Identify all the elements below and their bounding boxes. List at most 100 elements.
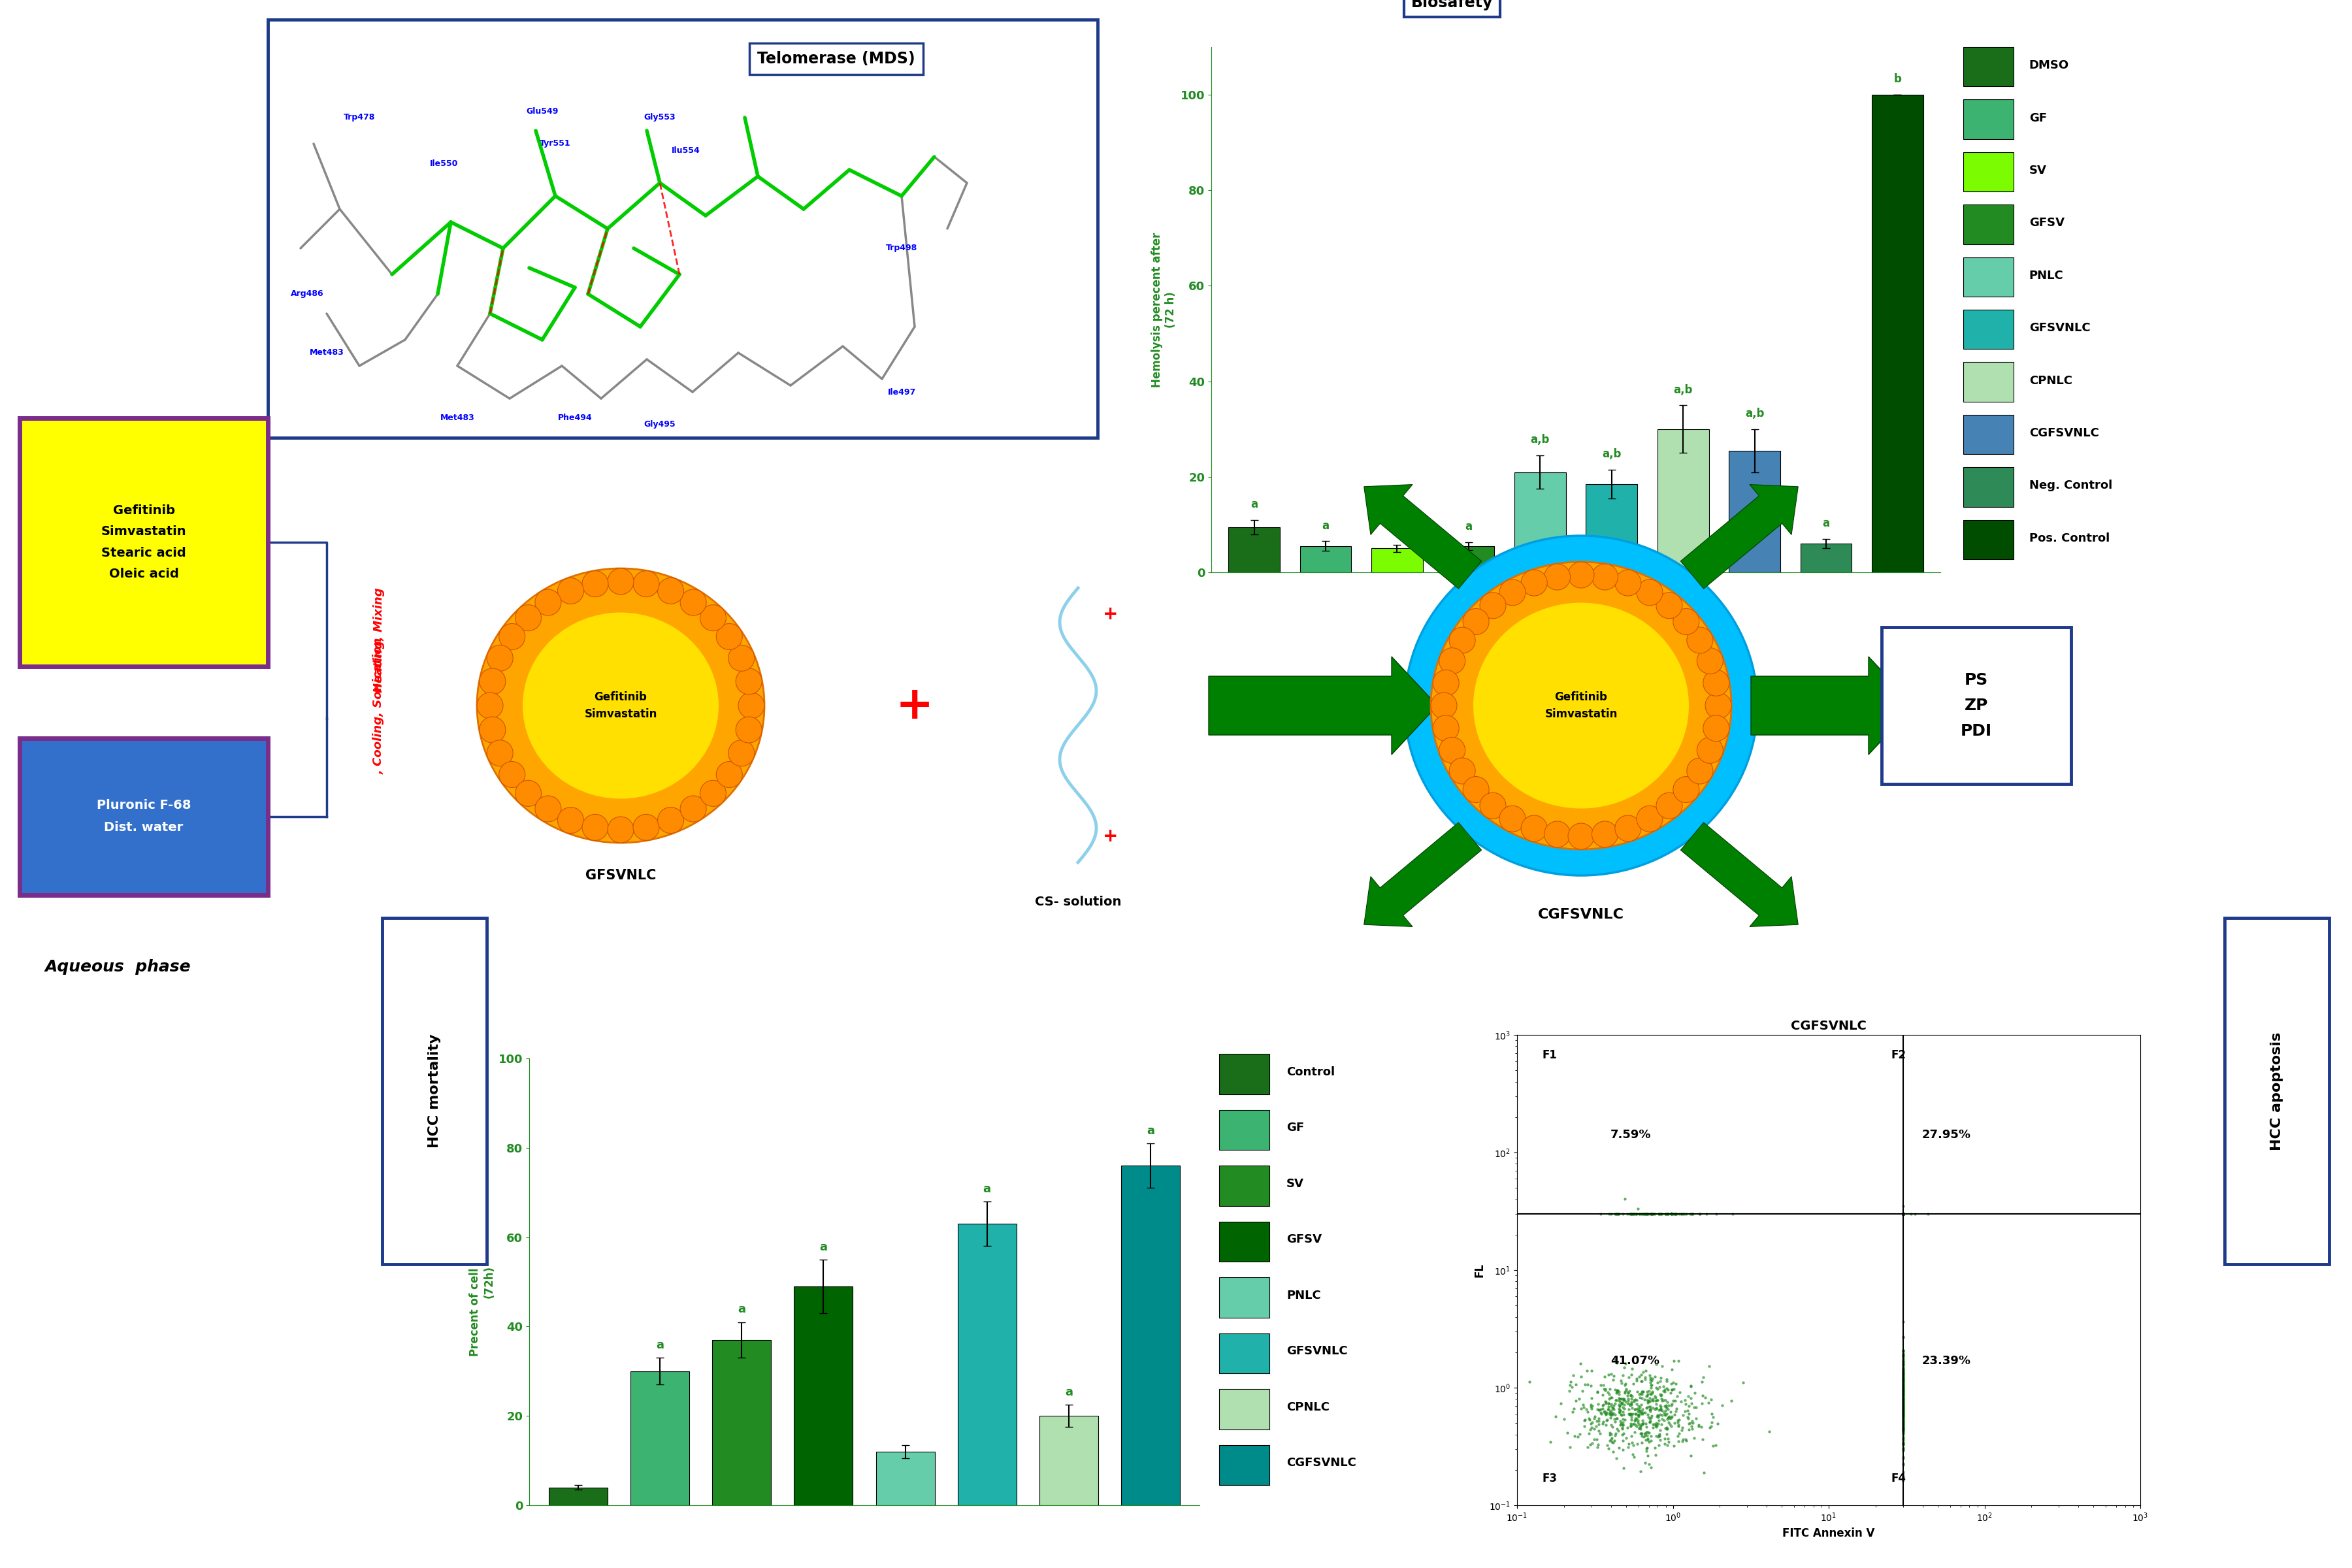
Point [1602, 1369, 1639, 1394]
Point [1884, 1201, 1922, 1226]
Point [1884, 1201, 1922, 1226]
Point [1884, 1201, 1922, 1226]
Point [1884, 1383, 1922, 1408]
Point [1588, 1406, 1625, 1432]
Point [1884, 1201, 1922, 1226]
Point [1884, 1201, 1922, 1226]
Point [1618, 1391, 1656, 1416]
Point [1609, 1435, 1646, 1460]
Circle shape [1432, 670, 1458, 696]
Point [1625, 1424, 1663, 1449]
Point [1672, 1386, 1710, 1411]
Point [1884, 1201, 1922, 1226]
Point [1884, 1201, 1922, 1226]
Point [1884, 1201, 1922, 1226]
Circle shape [480, 668, 506, 695]
Point [1571, 1392, 1609, 1417]
Point [1884, 1430, 1922, 1455]
Point [1597, 1201, 1635, 1226]
Point [1599, 1201, 1637, 1226]
Point [1884, 1201, 1922, 1226]
Bar [713, 1341, 771, 1505]
Point [1672, 1414, 1710, 1439]
Point [1884, 1201, 1922, 1226]
FancyArrow shape [1750, 657, 1915, 754]
Point [1576, 1427, 1613, 1452]
Point [1884, 1396, 1922, 1421]
Point [1884, 1201, 1922, 1226]
Point [1637, 1364, 1675, 1389]
Point [1628, 1419, 1665, 1444]
Point [1884, 1399, 1922, 1424]
Point [1632, 1455, 1670, 1480]
Point [1884, 1419, 1922, 1444]
Point [1583, 1396, 1621, 1421]
Point [1884, 1400, 1922, 1425]
Point [1592, 1399, 1630, 1424]
Point [1884, 1201, 1922, 1226]
Point [1658, 1396, 1696, 1421]
Point [1653, 1377, 1691, 1402]
Point [1592, 1422, 1630, 1447]
Point [1884, 1201, 1922, 1226]
Point [1884, 1364, 1922, 1389]
Point [1884, 1201, 1922, 1226]
Point [1621, 1364, 1658, 1389]
Point [1884, 1201, 1922, 1226]
Point [1597, 1402, 1635, 1427]
Circle shape [1656, 593, 1682, 618]
Point [1884, 1201, 1922, 1226]
Point [1639, 1422, 1677, 1447]
Text: Gefitinib
Simvastatin: Gefitinib Simvastatin [583, 691, 656, 720]
Point [1599, 1378, 1637, 1403]
Bar [1964, 99, 2013, 140]
Point [1884, 1402, 1922, 1427]
Point [1675, 1201, 1712, 1226]
Point [1649, 1392, 1686, 1417]
Point [1661, 1414, 1698, 1439]
Point [1884, 1397, 1922, 1422]
Point [1884, 1201, 1922, 1226]
Point [1884, 1201, 1922, 1226]
Point [1566, 1406, 1604, 1432]
Point [1884, 1201, 1922, 1226]
Text: SV: SV [2030, 165, 2046, 176]
Text: a,b: a,b [1602, 448, 1621, 459]
Text: Trp478: Trp478 [343, 113, 374, 122]
Point [1884, 1201, 1922, 1226]
Point [1672, 1201, 1710, 1226]
Point [1611, 1391, 1649, 1416]
Point [1884, 1201, 1922, 1226]
Point [1613, 1385, 1651, 1410]
FancyBboxPatch shape [19, 419, 268, 666]
Circle shape [1449, 757, 1475, 784]
Point [1884, 1414, 1922, 1439]
Point [1566, 1372, 1604, 1397]
Point [1625, 1411, 1663, 1436]
Point [1884, 1201, 1922, 1226]
Point [1625, 1422, 1663, 1447]
Bar [1964, 204, 2013, 245]
Point [1884, 1377, 1922, 1402]
Point [1884, 1201, 1922, 1226]
Point [1884, 1383, 1922, 1408]
Point [1884, 1201, 1922, 1226]
Point [1562, 1396, 1599, 1421]
Point [1884, 1201, 1922, 1226]
Point [1884, 1201, 1922, 1226]
Point [1884, 1399, 1922, 1424]
Point [1884, 1201, 1922, 1226]
Circle shape [557, 808, 583, 833]
Point [1884, 1201, 1922, 1226]
Point [1616, 1370, 1653, 1396]
Point [1628, 1381, 1665, 1406]
Point [1597, 1446, 1635, 1471]
Point [1588, 1400, 1625, 1425]
Point [1884, 1380, 1922, 1405]
Point [1644, 1374, 1682, 1399]
Circle shape [1439, 648, 1465, 674]
Point [1635, 1386, 1672, 1411]
Point [1884, 1356, 1922, 1381]
Point [1557, 1389, 1595, 1414]
Point [1884, 1201, 1922, 1226]
